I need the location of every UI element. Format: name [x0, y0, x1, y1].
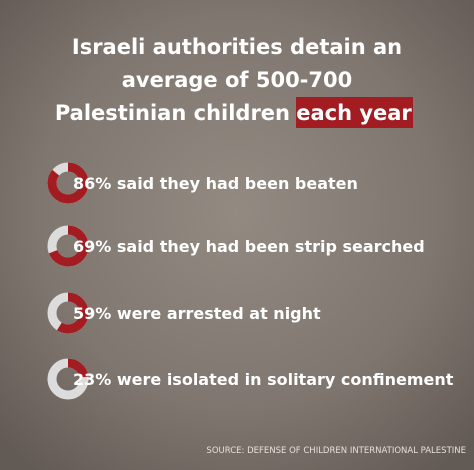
source: SOURCE: DEFENSE OF CHILDREN INTERNATIONA… — [206, 446, 466, 456]
item-text: 59% were arrested at night — [73, 304, 321, 323]
title-line: average of 500-700 — [122, 68, 352, 92]
title-highlight: each year — [296, 101, 412, 125]
item-text: 86% said they had been beaten — [73, 174, 358, 193]
item-text: 69% said they had been strip searched — [73, 237, 425, 256]
item-text: 23% were isolated in solitary confinemen… — [73, 370, 454, 389]
title-line: Israeli authorities detain an — [72, 35, 402, 59]
ring-value — [47, 225, 89, 267]
ring-value — [47, 162, 89, 204]
title-line: Palestinian children — [55, 101, 290, 125]
highlight-box — [296, 97, 413, 128]
ring-value — [47, 358, 89, 400]
ring-value — [47, 292, 89, 334]
